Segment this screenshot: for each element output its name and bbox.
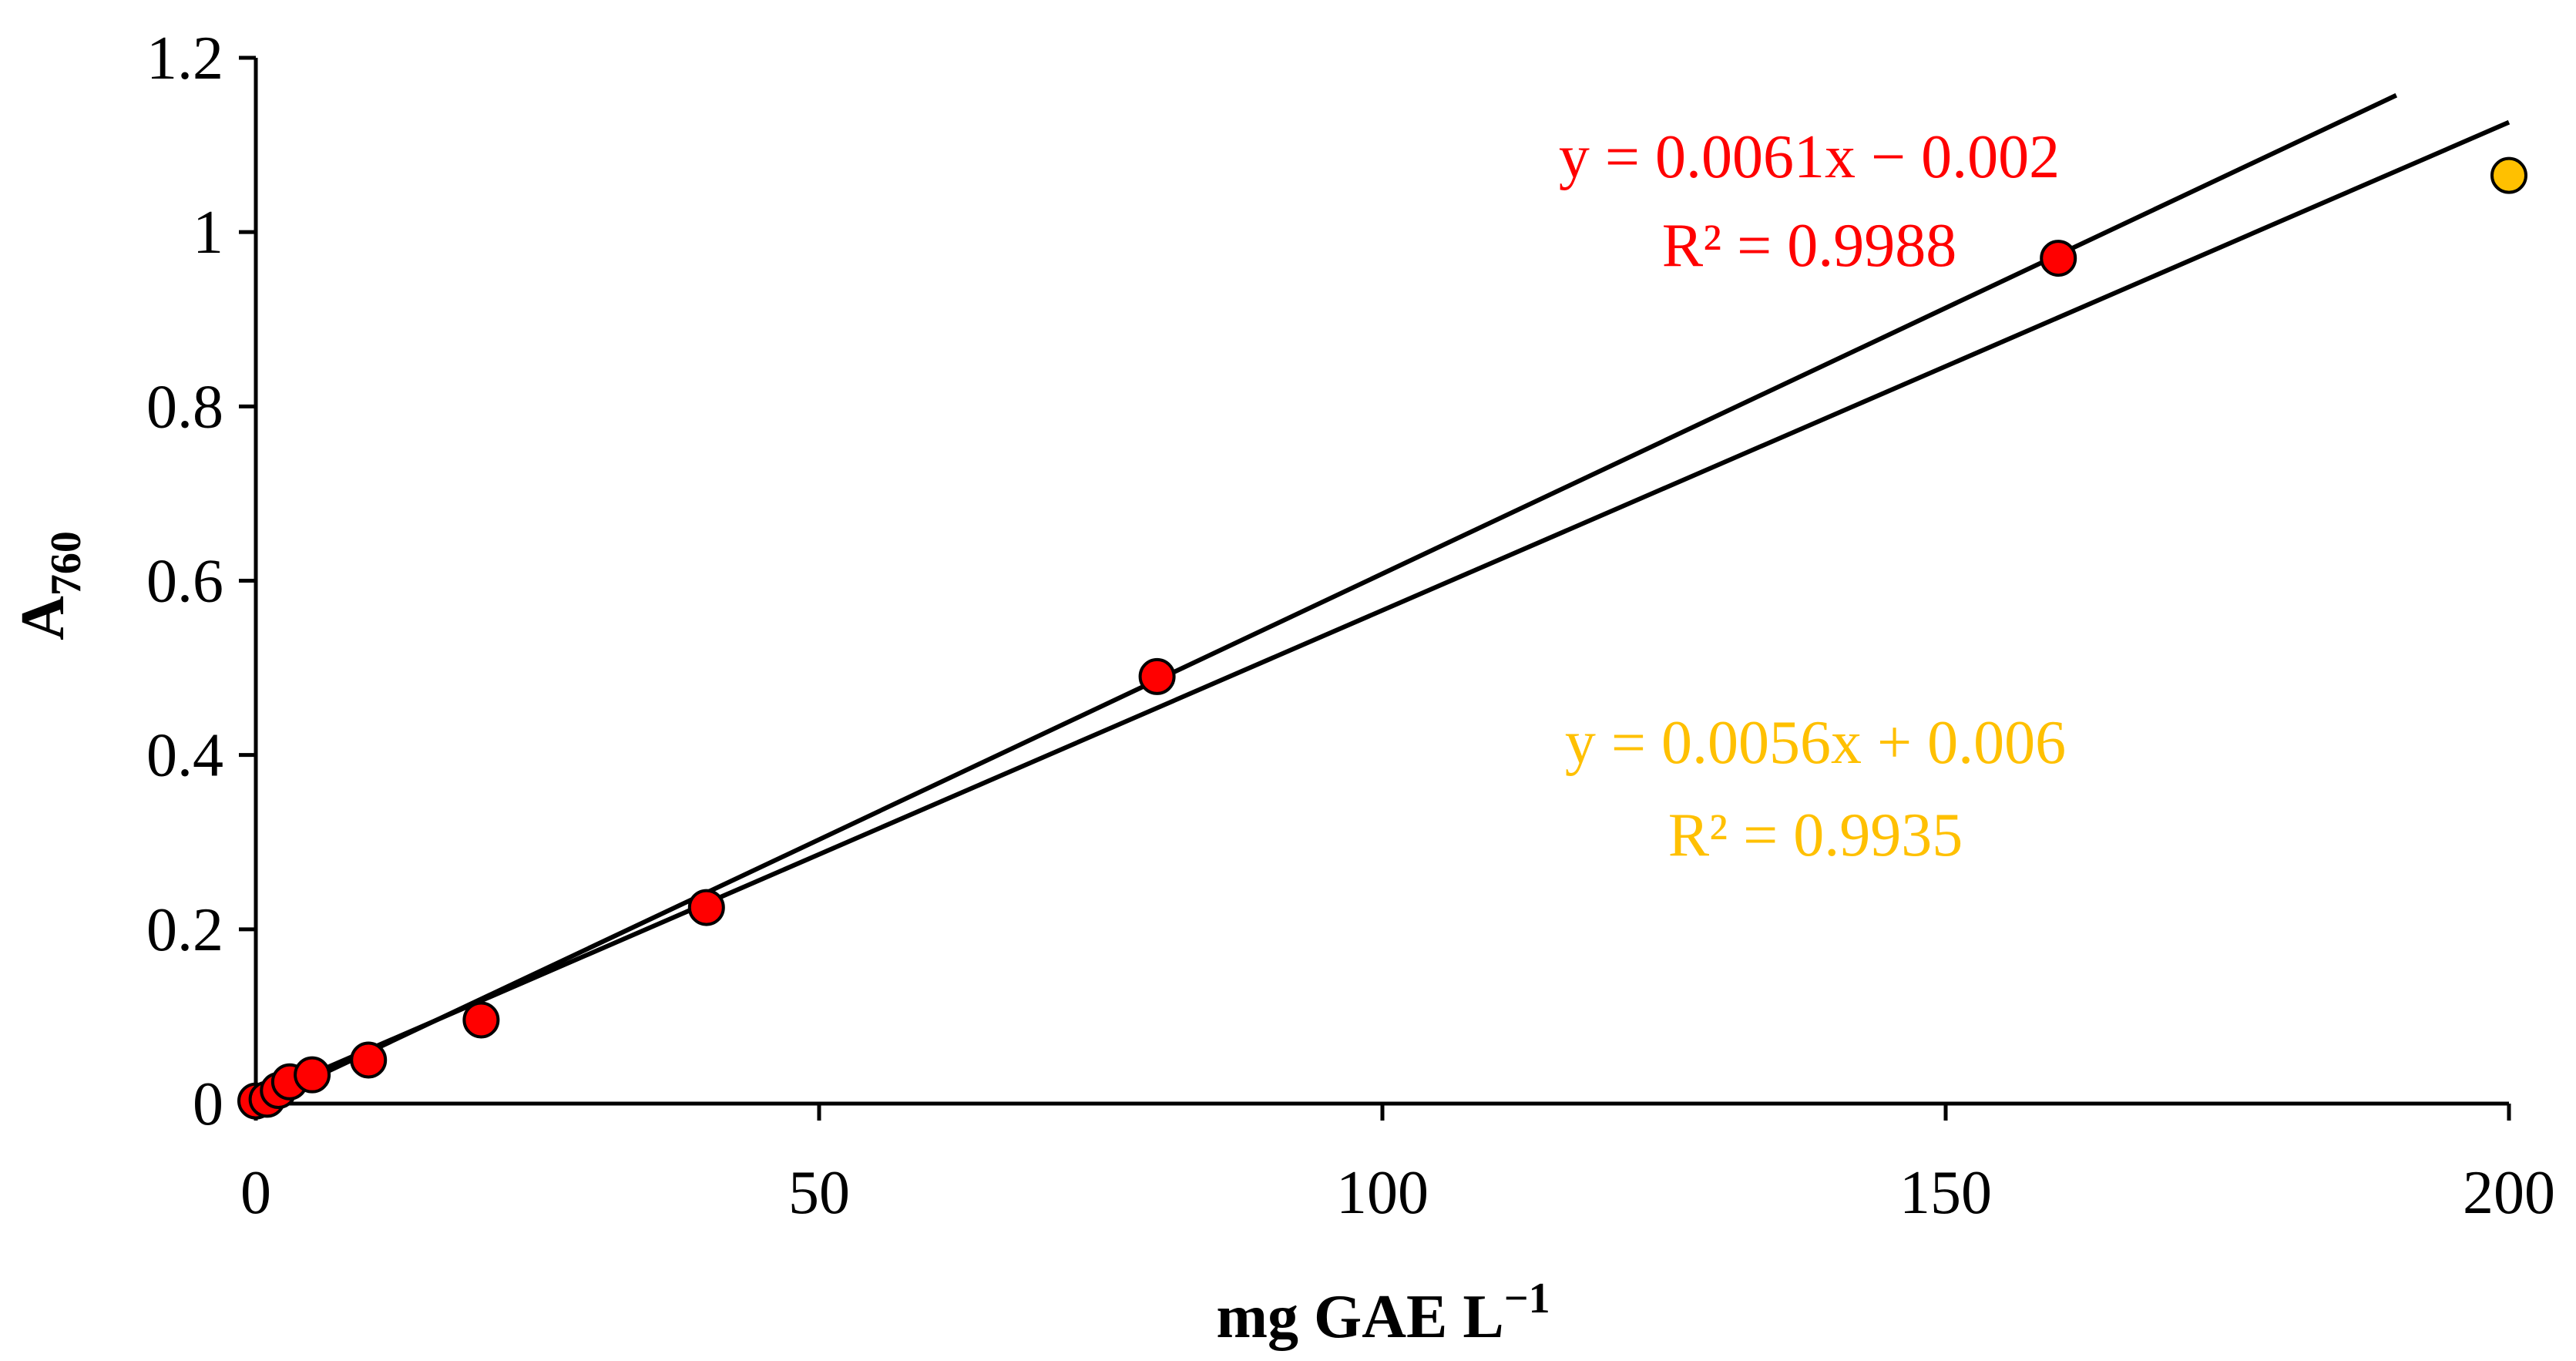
x-axis-title: mg GAE L−1 [1216,1275,1550,1351]
data-point-red [462,1001,500,1039]
data-point-red [1138,657,1176,695]
trendline-red-series [254,92,2398,1107]
data-point-red [350,1041,388,1079]
y-tick-label: 0.6 [146,548,223,616]
x-tick-label: 0 [240,1159,271,1227]
y-ticks: 0 0.2 0.4 0.6 0.8 1 1.2 [146,25,256,1138]
data-points [237,156,2527,1120]
data-point-red [294,1056,331,1094]
y-tick-label: 1 [193,199,223,267]
data-point-red [687,889,725,926]
x-tick-label: 200 [2463,1159,2555,1227]
y-tick-label: 0.4 [146,722,223,790]
y-tick-label: 0.2 [146,896,223,964]
x-ticks: 0 50 100 150 200 [240,1104,2555,1227]
equation-red: y = 0.0061x − 0.002 [1559,123,2060,191]
y-tick-label: 0 [193,1070,223,1138]
x-tick-label: 150 [1899,1159,1992,1227]
trendlines [254,92,2511,1107]
data-point-red [2040,240,2077,277]
r-squared-red: R² = 0.9988 [1662,212,1956,280]
x-tick-label: 100 [1336,1159,1429,1227]
x-tick-label: 50 [788,1159,850,1227]
y-tick-label: 0.8 [146,373,223,441]
r-squared-yellow: R² = 0.9935 [1668,801,1963,869]
equation-yellow: y = 0.0056x + 0.006 [1565,709,2066,777]
y-axis-title: A760 [9,531,90,640]
trendline-yellow-series [254,119,2511,1101]
data-point-yellow [2490,156,2527,194]
y-tick-label: 1.2 [146,25,223,92]
